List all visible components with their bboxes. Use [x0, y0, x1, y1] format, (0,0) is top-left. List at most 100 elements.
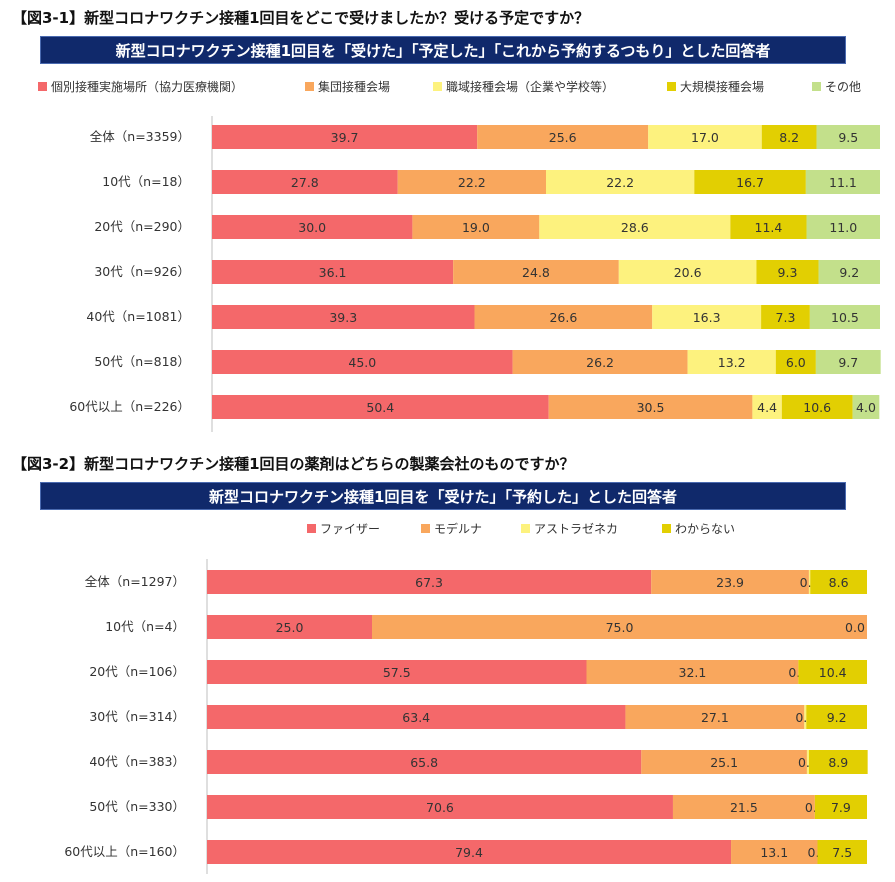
data-label-1-6-3: 7.5 [832, 845, 852, 860]
data-label-1-1-3: 0.0 [845, 620, 865, 635]
bar-1-6-3 [817, 840, 867, 864]
data-label-0-4-0: 39.3 [329, 310, 357, 325]
bar-0-1-3 [694, 170, 806, 194]
bar-0-2-1 [412, 215, 540, 239]
data-label-0-4-4: 10.5 [831, 310, 859, 325]
bar-0-6-2 [752, 395, 782, 419]
data-label-0-0-1: 25.6 [549, 130, 577, 145]
bar-0-1-4 [805, 170, 880, 194]
legend-label-0-3: 大規模接種会場 [680, 79, 764, 94]
bar-1-5-0 [207, 795, 673, 819]
bar-1-3-2 [804, 705, 807, 729]
legend-label-0-4: その他 [825, 80, 861, 94]
data-label-1-3-1: 27.1 [701, 710, 729, 725]
data-label-0-0-0: 39.7 [331, 130, 359, 145]
data-label-1-3-0: 63.4 [402, 710, 430, 725]
data-label-0-3-4: 9.2 [839, 265, 859, 280]
legend-label-1-1: モデルナ [434, 521, 482, 536]
bar-0-4-1 [474, 305, 653, 329]
data-label-0-2-0: 30.0 [298, 220, 326, 235]
category-label-0-1: 10代（n=18） [102, 174, 190, 189]
category-label-0-0: 全体（n=3359） [90, 129, 190, 144]
bar-1-4-3 [808, 750, 868, 774]
data-label-1-4-1: 25.1 [710, 755, 738, 770]
bar-1-4-1 [641, 750, 807, 774]
legend-swatch-0-1 [305, 82, 314, 91]
bar-0-3-2 [618, 260, 757, 284]
data-label-1-1-0: 25.0 [276, 620, 304, 635]
bar-0-5-3 [775, 350, 816, 374]
data-label-0-0-4: 9.5 [838, 130, 858, 145]
bar-0-4-4 [809, 305, 880, 329]
bar-1-4-2 [806, 750, 809, 774]
data-label-0-6-4: 4.0 [856, 400, 876, 415]
category-label-1-1: 10代（n=4） [105, 619, 185, 634]
data-label-0-5-4: 9.7 [838, 355, 858, 370]
bar-1-3-3 [806, 705, 867, 729]
data-label-0-4-2: 16.3 [693, 310, 721, 325]
data-label-0-6-2: 4.4 [757, 400, 777, 415]
bar-1-0-2 [808, 570, 811, 594]
data-label-1-5-0: 70.6 [426, 800, 454, 815]
bar-0-2-3 [730, 215, 807, 239]
bar-0-1-1 [397, 170, 546, 194]
bar-0-2-2 [539, 215, 731, 239]
bar-1-0-1 [651, 570, 809, 594]
bar-1-3-0 [207, 705, 626, 729]
bar-0-0-4 [816, 125, 880, 149]
category-label-1-5: 50代（n=330） [89, 799, 185, 814]
bar-0-0-1 [477, 125, 649, 149]
data-label-0-6-0: 50.4 [366, 400, 394, 415]
bar-0-6-4 [852, 395, 880, 419]
data-label-1-2-3: 10.4 [819, 665, 847, 680]
bar-1-5-3 [814, 795, 867, 819]
bar-0-5-2 [687, 350, 776, 374]
bar-0-5-0 [212, 350, 513, 374]
data-label-1-0-1: 23.9 [716, 575, 744, 590]
bar-0-4-3 [761, 305, 810, 329]
bar-0-0-3 [761, 125, 817, 149]
data-label-0-5-3: 6.0 [786, 355, 806, 370]
category-label-1-3: 30代（n=314） [89, 709, 185, 724]
bar-1-0-0 [207, 570, 652, 594]
bar-0-6-3 [781, 395, 853, 419]
legend-swatch-0-4 [812, 82, 821, 91]
data-label-1-4-3: 8.9 [828, 755, 848, 770]
data-label-0-1-1: 22.2 [458, 175, 486, 190]
bar-0-2-4 [806, 215, 880, 239]
bar-1-2-0 [207, 660, 587, 684]
category-label-1-0: 全体（n=1297） [85, 574, 185, 589]
category-label-0-4: 40代（n=1081） [86, 309, 190, 324]
legend-swatch-1-2 [521, 524, 530, 533]
bar-1-3-1 [625, 705, 805, 729]
category-label-1-4: 40代（n=383） [89, 754, 185, 769]
data-label-0-0-3: 8.2 [779, 130, 799, 145]
bar-0-0-0 [212, 125, 478, 149]
bar-0-2-0 [212, 215, 413, 239]
bar-1-5-1 [672, 795, 815, 819]
data-label-1-0-3: 8.6 [829, 575, 849, 590]
legend-swatch-1-1 [421, 524, 430, 533]
figure-3-1-title: 【図3-1】新型コロナワクチン接種1回目をどこで受けましたか？受ける予定ですか？ [12, 9, 590, 27]
legend-swatch-1-3 [662, 524, 671, 533]
bar-1-0-3 [810, 570, 867, 594]
data-label-0-3-3: 9.3 [778, 265, 798, 280]
figure-3-2-title: 【図3-2】新型コロナワクチン接種1回目の薬剤はどちらの製薬会社のものですか？ [12, 455, 575, 473]
data-label-1-2-0: 57.5 [383, 665, 411, 680]
bar-1-1-0 [207, 615, 372, 639]
data-label-0-4-1: 26.6 [549, 310, 577, 325]
legend-swatch-0-2 [433, 82, 442, 91]
data-label-1-6-0: 79.4 [455, 845, 483, 860]
category-label-1-6: 60代以上（n=160） [64, 844, 185, 859]
category-label-0-5: 50代（n=818） [94, 354, 190, 369]
bar-1-1-1 [372, 615, 867, 639]
bar-0-6-0 [212, 395, 549, 419]
data-label-0-1-2: 22.2 [606, 175, 634, 190]
bar-0-4-2 [652, 305, 762, 329]
legend-label-1-0: ファイザー [320, 522, 380, 536]
data-label-0-2-3: 11.4 [755, 220, 783, 235]
bar-0-3-4 [818, 260, 880, 284]
data-label-0-2-2: 28.6 [621, 220, 649, 235]
data-label-0-2-4: 11.0 [829, 220, 857, 235]
legend-swatch-0-3 [667, 82, 676, 91]
